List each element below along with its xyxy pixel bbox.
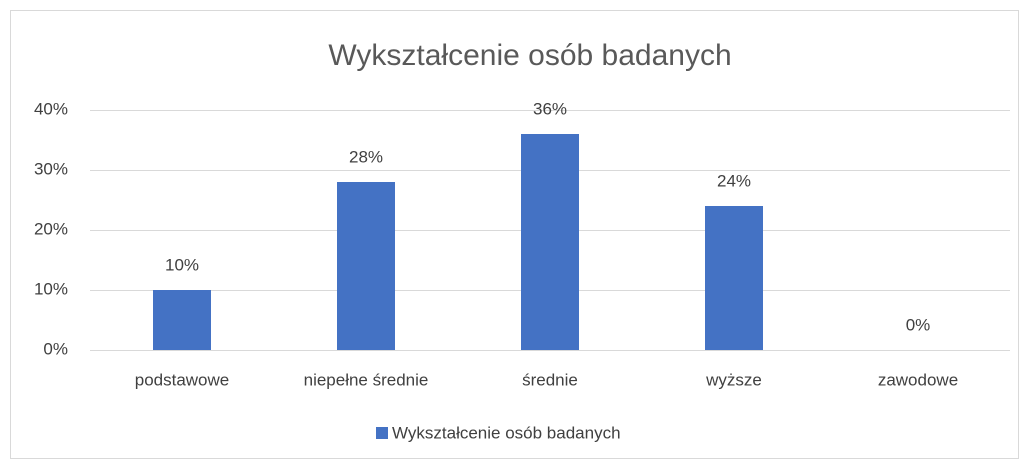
bar bbox=[705, 206, 763, 350]
y-tick-label: 20% bbox=[34, 219, 68, 238]
y-tick-label: 40% bbox=[34, 99, 68, 118]
x-tick-label: zawodowe bbox=[878, 370, 958, 389]
x-tick-label: podstawowe bbox=[135, 370, 230, 389]
x-tick-label: średnie bbox=[522, 370, 578, 389]
legend-swatch bbox=[376, 427, 388, 439]
data-label: 36% bbox=[533, 99, 567, 118]
y-tick-label: 0% bbox=[43, 339, 68, 358]
bar bbox=[337, 182, 395, 350]
bar bbox=[153, 290, 211, 350]
chart-title: Wykształcenie osób badanych bbox=[328, 39, 731, 72]
data-label: 0% bbox=[906, 315, 931, 334]
data-label: 28% bbox=[349, 147, 383, 166]
chart-border bbox=[10, 10, 1019, 459]
x-tick-label: niepełne średnie bbox=[304, 370, 429, 389]
y-tick-label: 30% bbox=[34, 159, 68, 178]
data-label: 10% bbox=[165, 255, 199, 274]
data-label: 24% bbox=[717, 171, 751, 190]
bar bbox=[521, 134, 579, 350]
legend-label: Wykształcenie osób badanych bbox=[392, 423, 621, 442]
x-tick-label: wyższe bbox=[705, 370, 762, 389]
y-tick-label: 10% bbox=[34, 279, 68, 298]
